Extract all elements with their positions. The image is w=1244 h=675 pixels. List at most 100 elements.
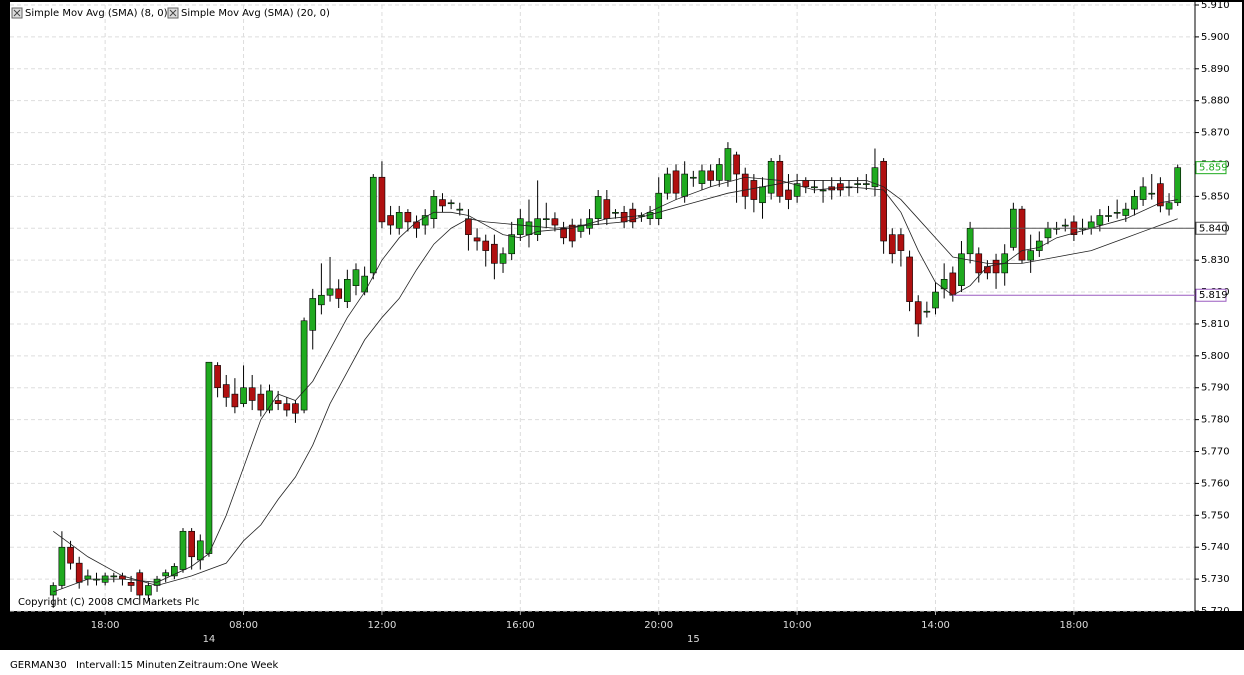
candle-body [560,227,567,239]
candle-body [404,212,412,223]
candle-body [837,183,844,191]
candle-body [888,234,896,255]
candle-body [266,390,273,411]
candle-body [949,272,957,296]
candle-body [430,196,438,219]
candle-body [880,160,887,242]
level-label: 5.840 [1199,223,1228,234]
candle-body [439,199,446,207]
y-tick-label: 5.850 [1201,191,1230,202]
footer-interval: Intervall:15 Minuten [76,660,177,671]
x-tick-label: 16:00 [506,620,535,631]
y-tick-label: 5.910 [1201,0,1230,11]
candle-body [145,585,152,596]
level-label: 5.819 [1199,290,1228,301]
candle-body [421,215,429,226]
x-tick-label: 10:00 [783,620,812,631]
candle-body [525,221,533,235]
y-tick-label: 5.890 [1201,64,1230,75]
candle-body [1027,250,1034,261]
sma-line [53,180,1178,586]
level-box [1195,288,1227,302]
y-tick-label: 5.720 [1201,606,1230,617]
x-tick-label: 14:00 [921,620,950,631]
candle-body [1157,183,1164,207]
x-tick-label: 18:00 [1059,620,1088,631]
x-day-label: 15 [687,634,700,645]
y-tick-label: 5.770 [1201,447,1230,458]
candle-body [603,199,611,219]
candle-body [318,294,325,306]
footer-symbol: GERMAN30 [10,660,67,671]
y-tick-label: 5.790 [1201,383,1230,394]
candle-body [292,403,299,414]
candle-body [1061,224,1069,227]
legend-entry: Simple Mov Avg (SMA) (8, 0) [25,8,168,19]
candle-body [819,189,827,192]
candle-body [871,167,879,188]
candle-body [1018,208,1026,261]
candle-body [906,256,913,302]
candle-body [689,176,697,179]
legend-entry: Simple Mov Avg (SMA) (20, 0) [181,8,330,19]
candle-body [257,393,265,411]
candle-body [188,530,195,558]
candle-body [387,215,394,226]
candle-body [932,291,939,309]
candle-body [335,288,343,299]
candle-body [1131,196,1138,210]
candle-body [171,566,178,577]
candle-body [240,387,247,404]
legend-icon-x [169,9,177,17]
candle-body [326,288,334,296]
candle-body [1174,167,1182,204]
candle-body [248,387,256,401]
y-tick-label: 5.760 [1201,478,1230,489]
candle-body [698,170,706,184]
candle-body [214,365,221,389]
plot-area [10,2,1196,611]
x-tick-label: 18:00 [91,620,120,631]
candle-body [491,243,498,264]
copyright: Copyright (C) 2008 CMC Markets Plc [18,597,199,608]
candle-body [196,540,204,561]
candle-body [369,176,377,274]
y-tick-label: 5.870 [1201,128,1230,139]
candle-body [456,208,464,211]
candle-body [205,361,213,554]
candle-body [1122,208,1130,216]
candle-body [1139,186,1147,200]
candle-body [465,218,472,235]
candle-body [629,208,637,223]
y-tick-label: 5.800 [1201,351,1230,362]
candle-body [992,259,1000,274]
y-tick-label: 5.830 [1201,255,1230,266]
candle-body [681,173,688,197]
candle-body [352,269,360,286]
candle-body [612,212,619,214]
y-axis-area [1196,2,1242,611]
candle-body [759,186,766,204]
candle-body [802,180,810,188]
candle-body [923,310,931,313]
last-price-label: 5.859 [1199,163,1228,174]
y-tick-label: 5.810 [1201,319,1230,330]
candle-body [733,154,740,175]
candle-body [283,403,291,411]
candle-body [447,202,455,205]
candle-body [594,196,602,219]
y-tick-label: 5.740 [1201,542,1230,553]
candle-body [395,212,403,229]
y-tick-label: 5.750 [1201,510,1230,521]
y-tick-label: 5.730 [1201,574,1230,585]
candle-body [84,575,92,580]
candle-body [413,221,420,229]
y-tick-label: 5.780 [1201,415,1230,426]
candle-body [127,581,135,586]
candle-body [58,546,66,586]
candle-body [811,186,818,189]
y-tick-label: 5.900 [1201,32,1230,43]
candle-body [231,393,239,408]
candle-body [274,400,282,404]
